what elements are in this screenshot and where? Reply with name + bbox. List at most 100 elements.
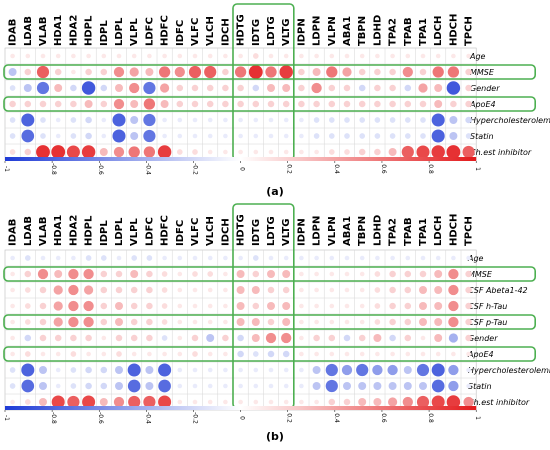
column-label: IDCH (220, 18, 231, 46)
correlation-circle (113, 66, 125, 78)
highlight-row-box (3, 346, 537, 362)
colorbar-tick-label: -0.4 (144, 412, 151, 424)
column-label: LDHD (372, 15, 383, 46)
correlation-circle (252, 270, 260, 278)
correlation-circle (223, 287, 228, 293)
correlation-circle (115, 270, 123, 278)
correlation-circle (343, 334, 351, 342)
row-label: CSF Abeta1-42 (468, 286, 528, 295)
column-label: VLFC (190, 18, 201, 46)
column-label: LDTG (266, 216, 277, 246)
colorbar-tick-label: -1 (3, 166, 10, 172)
correlation-circle (70, 334, 77, 342)
correlation-circle (113, 98, 125, 110)
correlation-circle (236, 270, 245, 278)
correlation-circle (40, 255, 46, 261)
correlation-circle (238, 367, 243, 373)
correlation-circle (39, 398, 47, 406)
column-label: LDTG (266, 16, 277, 46)
correlation-circle (420, 117, 426, 123)
column-label: LDAB (23, 216, 34, 246)
column-label: TPAB (403, 217, 414, 246)
correlation-circle (465, 84, 472, 92)
correlation-circle (311, 82, 322, 94)
correlation-circle (83, 316, 94, 328)
correlation-circle (54, 84, 63, 92)
correlation-circle (36, 81, 50, 95)
correlation-circle (432, 66, 444, 78)
correlation-circle (283, 53, 289, 59)
correlation-circle (21, 129, 35, 143)
correlation-circle (207, 287, 213, 293)
correlation-circle (83, 300, 94, 312)
correlation-circle (359, 319, 365, 325)
correlation-circle (24, 319, 31, 325)
row-label: Ch.est inhibitor (470, 148, 532, 157)
correlation-circle (312, 382, 321, 390)
correlation-circle (403, 382, 412, 390)
correlation-circle (419, 68, 427, 76)
correlation-circle (55, 53, 61, 59)
correlation-circle (431, 113, 445, 127)
correlation-circle (253, 383, 259, 389)
correlation-circle (328, 100, 336, 108)
correlation-circle (344, 133, 350, 139)
correlation-circle (420, 351, 426, 357)
correlation-circle (54, 334, 62, 342)
correlation-circle (329, 351, 335, 357)
column-label: LDFC (144, 217, 155, 246)
correlation-circle (448, 333, 459, 343)
correlation-circle (161, 319, 168, 325)
correlation-circle (387, 364, 398, 376)
column-label: HDPL (84, 215, 95, 246)
correlation-circle (100, 302, 108, 310)
colorbar-tick-label: -0.2 (191, 163, 198, 175)
correlation-circle (253, 117, 259, 123)
correlation-circle (130, 318, 138, 326)
correlation-circle (206, 84, 214, 92)
colorbar-tick-label: -0.2 (191, 412, 198, 424)
correlation-circle (9, 383, 16, 389)
correlation-circle (404, 270, 412, 278)
correlation-circle (325, 363, 338, 377)
correlation-circle (129, 67, 139, 77)
correlation-circle (10, 271, 15, 277)
correlation-circle (176, 149, 183, 155)
correlation-circle (223, 303, 228, 309)
correlation-circle (312, 68, 321, 76)
column-label: HDCH (448, 14, 459, 46)
correlation-circle (36, 65, 50, 79)
correlation-circle (53, 285, 63, 295)
correlation-circle (143, 395, 156, 409)
row-label: Statin (470, 132, 494, 141)
correlation-circle (434, 100, 443, 108)
colorbar-tick-label: -0.8 (50, 163, 57, 175)
correlation-circle (130, 132, 139, 140)
column-label: HDA2 (68, 215, 79, 246)
correlation-circle (70, 383, 77, 389)
column-label: IDPN (296, 218, 307, 246)
correlation-circle (207, 303, 213, 309)
correlation-circle (374, 133, 381, 139)
correlation-circle (21, 113, 35, 127)
highlight-row-box (3, 64, 537, 80)
correlation-circle (222, 334, 229, 342)
colorbar-tick-label: -0.6 (97, 412, 104, 424)
correlation-circle (299, 255, 304, 261)
colorbar-tick-label: 0.4 (333, 164, 340, 174)
correlation-circle (147, 351, 152, 357)
correlation-circle (192, 383, 198, 389)
column-label: VLTG (281, 19, 292, 47)
correlation-circle (82, 395, 96, 409)
correlation-circle (177, 271, 183, 277)
correlation-circle (192, 53, 198, 59)
correlation-circle (68, 316, 79, 328)
column-label: VLAB (38, 217, 49, 246)
correlation-circle (434, 270, 443, 278)
correlation-circle (374, 271, 381, 277)
column-label: VLAB (38, 17, 49, 46)
correlation-circle (24, 334, 32, 342)
correlation-circle (116, 53, 122, 59)
correlation-circle (465, 68, 472, 76)
colorbar-tick-label: -0.4 (144, 163, 151, 175)
